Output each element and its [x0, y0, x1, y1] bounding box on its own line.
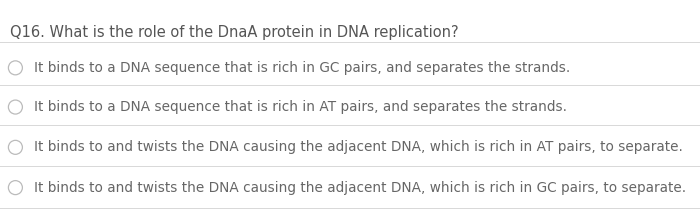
Text: It binds to and twists the DNA causing the adjacent DNA, which is rich in AT pai: It binds to and twists the DNA causing t…	[34, 140, 682, 154]
Text: It binds to a DNA sequence that is rich in GC pairs, and separates the strands.: It binds to a DNA sequence that is rich …	[34, 61, 570, 75]
Text: Q16. What is the role of the DnaA protein in DNA replication?: Q16. What is the role of the DnaA protei…	[10, 25, 458, 40]
Text: It binds to a DNA sequence that is rich in AT pairs, and separates the strands.: It binds to a DNA sequence that is rich …	[34, 100, 566, 114]
Text: It binds to and twists the DNA causing the adjacent DNA, which is rich in GC pai: It binds to and twists the DNA causing t…	[34, 181, 686, 195]
